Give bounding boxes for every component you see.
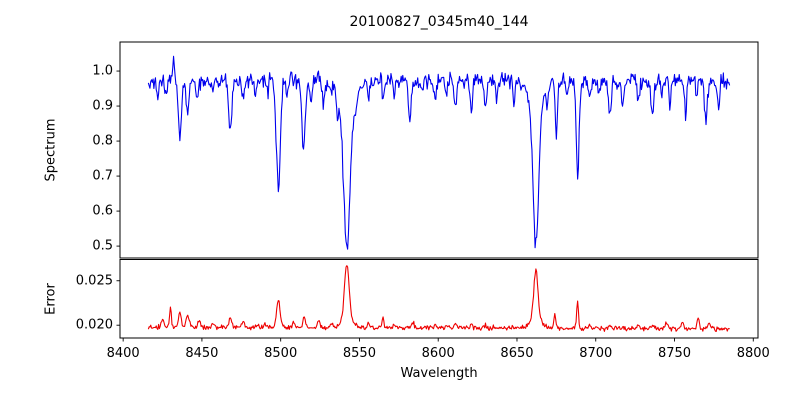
x-tick-label: 8650: [500, 346, 534, 361]
spectrum-y-tick-label: 1.0: [92, 63, 113, 79]
axes-frame-error: [119, 259, 759, 339]
x-tick-label: 8600: [421, 346, 455, 361]
x-tick-label: 8500: [264, 346, 298, 361]
spectrum-y-tick-label: 0.9: [92, 98, 113, 114]
x-tick-label: 8400: [106, 346, 140, 361]
spectrum-y-tick-label: 0.8: [92, 133, 113, 149]
spectrum-y-tick-label: 0.7: [92, 168, 113, 184]
x-axis-label: Wavelength: [400, 366, 478, 381]
x-tick-label: 8450: [185, 346, 219, 361]
error-y-tick-label: 0.025: [75, 273, 113, 289]
x-tick-label: 8700: [579, 346, 613, 361]
y-axis-label-spectrum: Spectrum: [43, 118, 59, 182]
x-tick-label: 8750: [657, 346, 692, 361]
spectrum-y-tick-label: 0.6: [92, 203, 113, 219]
x-tick-label: 8550: [342, 346, 376, 361]
error-y-tick-label: 0.020: [75, 317, 113, 333]
y-axis-label-error: Error: [43, 282, 59, 315]
x-tick-label: 8800: [736, 346, 770, 361]
chart-title: 20100827_0345m40_144: [349, 14, 529, 30]
axes-frame-spectrum: [119, 41, 759, 259]
spectrum-line: [147, 55, 731, 250]
spectrum-y-tick-label: 0.5: [92, 238, 113, 254]
error-line: [147, 265, 730, 332]
